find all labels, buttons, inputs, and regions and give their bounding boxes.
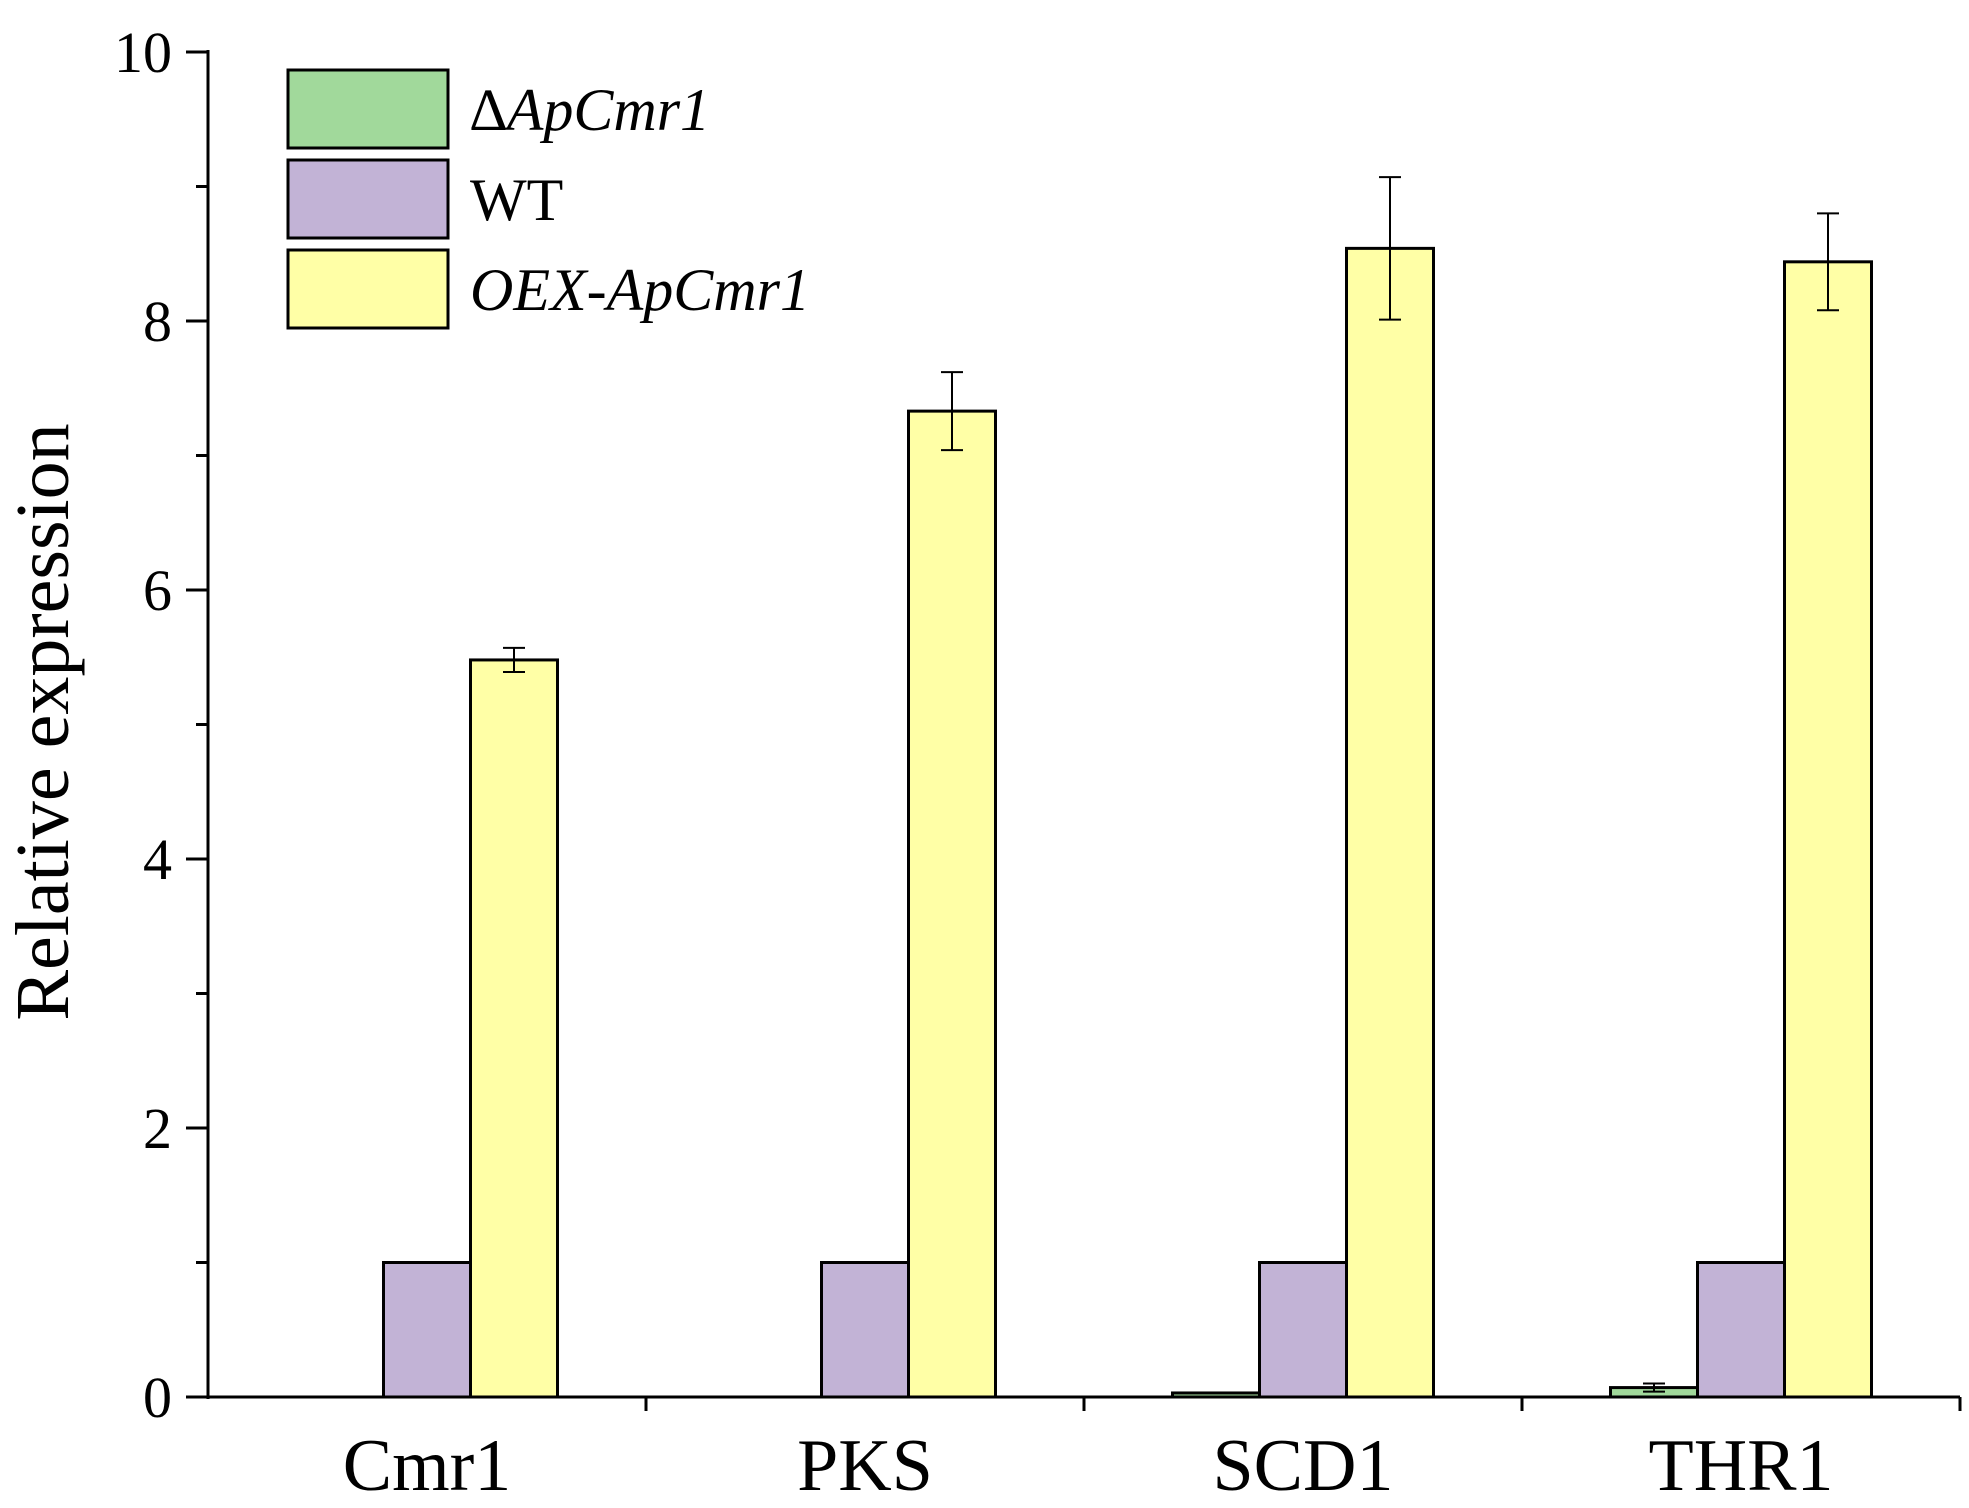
error-bar-thr1-series-2 bbox=[1817, 212, 1839, 312]
y-tick-label: 4 bbox=[143, 827, 172, 892]
error-bar-thr1-series-0 bbox=[1643, 1382, 1665, 1393]
bar-pks-series-2 bbox=[907, 409, 997, 1399]
error-bar-scd1-series-2 bbox=[1379, 176, 1401, 321]
legend: ∆ApCmr1 WT OEX-ApCmr1 bbox=[286, 68, 810, 330]
legend-swatch bbox=[286, 68, 450, 150]
y-tick-label: 2 bbox=[143, 1096, 172, 1161]
x-tick-label-thr1: THR1 bbox=[1649, 1425, 1834, 1507]
bar-cmr1-series-1 bbox=[382, 1261, 472, 1399]
legend-label: OEX-ApCmr1 bbox=[470, 257, 810, 323]
y-tick-label: 8 bbox=[143, 289, 172, 354]
bar-cmr1-series-2 bbox=[469, 658, 559, 1399]
legend-swatch bbox=[286, 158, 450, 240]
legend-label: WT bbox=[470, 167, 563, 233]
bar-thr1-series-2 bbox=[1783, 260, 1873, 1399]
y-axis-title: Relative expression bbox=[1, 423, 85, 1020]
y-tick-label: 10 bbox=[114, 20, 172, 85]
x-tick-label-scd1: SCD1 bbox=[1213, 1425, 1394, 1507]
legend-item-2: OEX-ApCmr1 bbox=[286, 248, 810, 330]
bars-layer bbox=[382, 246, 1873, 1399]
error-bar-pks-series-2 bbox=[941, 371, 963, 452]
axes-layer bbox=[186, 50, 1962, 1411]
bar-scd1-series-2 bbox=[1345, 246, 1435, 1399]
y-tick-label: 6 bbox=[143, 558, 172, 623]
bar-pks-series-1 bbox=[820, 1261, 910, 1399]
error-bar-cmr1-series-2 bbox=[503, 646, 525, 674]
error-bars-layer bbox=[503, 176, 1839, 1393]
bar-scd1-series-1 bbox=[1258, 1261, 1348, 1399]
x-tick-label-pks: PKS bbox=[797, 1425, 933, 1507]
bar-thr1-series-1 bbox=[1696, 1261, 1786, 1399]
ticks-layer: Cmr1 PKS SCD1 THR1 0 2 4 6 8 10 bbox=[114, 20, 1834, 1507]
legend-item-0: ∆ApCmr1 bbox=[286, 68, 710, 150]
legend-swatch bbox=[286, 248, 450, 330]
legend-label: ∆ApCmr1 bbox=[470, 77, 710, 143]
x-tick-label-cmr1: Cmr1 bbox=[343, 1425, 512, 1507]
legend-item-1: WT bbox=[286, 158, 563, 240]
y-tick-label: 0 bbox=[143, 1365, 172, 1430]
